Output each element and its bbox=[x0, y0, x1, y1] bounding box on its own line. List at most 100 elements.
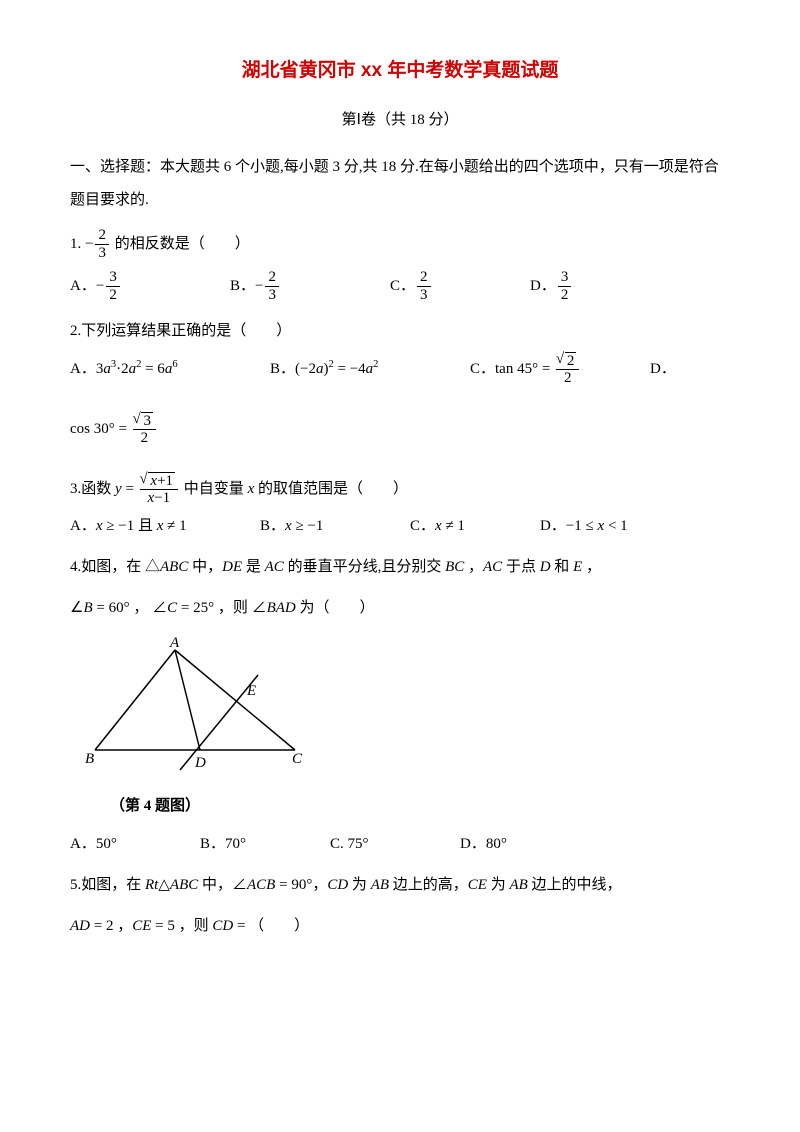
q2-c-lbl: C． bbox=[470, 361, 495, 377]
q3-den: x−1 bbox=[140, 490, 178, 507]
q3-eq: = bbox=[122, 481, 138, 497]
q4-l1-8: BC bbox=[445, 559, 464, 575]
q1-option-a: A．−32 bbox=[70, 265, 230, 307]
q2-option-a: A．3a3·2a2 = 6a6 bbox=[70, 348, 270, 390]
q4-l1-10: AC bbox=[483, 559, 502, 575]
q4-l1-13: 和 bbox=[551, 559, 574, 575]
q2-option-c: C．tan 45° = 22 bbox=[470, 348, 650, 390]
triangle-figure-svg: A B C D E bbox=[80, 635, 320, 775]
q1-option-c: C．23 bbox=[390, 265, 530, 307]
section-header: 一、选择题：本大题共 6 个小题,每小题 3 分,共 18 分.在每小题给出的四… bbox=[70, 151, 730, 217]
q2-a-2: a bbox=[103, 361, 111, 377]
q5-l2-4: = 5 ，则 bbox=[151, 918, 212, 934]
q2-b-5: = −4 bbox=[334, 361, 366, 377]
q2-a-4: ·2 bbox=[116, 361, 129, 377]
q4-option-a: A．50° bbox=[70, 828, 200, 861]
q2-option-d-label: D． bbox=[650, 348, 676, 390]
q3-d-1: −1 ≤ bbox=[566, 518, 598, 534]
q2-option-b: B．(−2a)2 = −4a2 bbox=[270, 348, 470, 390]
q2-a-5: a bbox=[129, 361, 137, 377]
line-ac bbox=[175, 650, 295, 750]
q1-a-neg: − bbox=[96, 278, 104, 294]
q4-option-d: D．80° bbox=[460, 828, 590, 861]
q5-l2-1: AD bbox=[70, 918, 90, 934]
q4-l1-14: E bbox=[573, 559, 582, 575]
q4-l1-15: ， bbox=[582, 559, 601, 575]
q4-l1-3: 中， bbox=[188, 559, 222, 575]
q3-b-lbl: B． bbox=[260, 518, 285, 534]
label-e: E bbox=[246, 683, 256, 699]
q1-b-frac: 23 bbox=[265, 269, 279, 303]
q5-l1-13: 为 bbox=[487, 877, 510, 893]
q1-option-b: B．−23 bbox=[230, 265, 390, 307]
q1-a-lbl: A． bbox=[70, 278, 96, 294]
q3-option-c: C．x ≠ 1 bbox=[410, 510, 540, 543]
q5-l2-2: = 2 ， bbox=[90, 918, 132, 934]
q1-c-frac: 23 bbox=[417, 269, 431, 303]
q1-post: 的相反数是（ ） bbox=[111, 236, 250, 252]
question-3: 3.函数 y = x+1x−1 中自变量 x 的取值范围是（ ） A．x ≥ −… bbox=[70, 468, 730, 543]
q5-l1-11: 边上的高， bbox=[389, 877, 468, 893]
q3-a-lbl: A． bbox=[70, 518, 96, 534]
q3-num: x+1 bbox=[140, 472, 178, 491]
q3-post2: 的取值范围是（ ） bbox=[254, 481, 408, 497]
line-ba bbox=[95, 650, 175, 750]
q4-option-b: B．70° bbox=[200, 828, 330, 861]
q1-a-num: 3 bbox=[106, 269, 120, 287]
q3-c-1: x bbox=[435, 518, 442, 534]
line-ad bbox=[175, 650, 200, 750]
label-b: B bbox=[85, 751, 94, 767]
q2-stem: 2.下列运算结果正确的是（ ） bbox=[70, 315, 730, 348]
q4-figure: A B C D E （第 4 题图） bbox=[80, 635, 730, 823]
q5-l1-8: CD bbox=[327, 877, 348, 893]
q2-b-1: (−2 bbox=[295, 361, 316, 377]
q1-pre: 1. bbox=[70, 236, 85, 252]
q4-l1-4: DE bbox=[222, 559, 242, 575]
q3-d-lbl: D． bbox=[540, 518, 566, 534]
q5-l1-1: 5.如图，在 bbox=[70, 877, 145, 893]
q4-l2-1: ∠ bbox=[70, 600, 83, 616]
q1-stem: 1. −23 的相反数是（ ） bbox=[70, 223, 730, 265]
q4-l2-3: = 60° ， ∠ bbox=[93, 600, 167, 616]
question-4: 4.如图，在 △ABC 中，DE 是 AC 的垂直平分线,且分别交 BC ，AC… bbox=[70, 551, 730, 861]
q5-l1-2: Rt bbox=[145, 877, 158, 893]
q3-a-4: ≠ 1 bbox=[163, 518, 186, 534]
q5-l1-12: CE bbox=[468, 877, 487, 893]
q1-options: A．−32 B．−23 C．23 D．32 bbox=[70, 265, 730, 307]
q4-l1-11: 于点 bbox=[502, 559, 540, 575]
q1-b-lbl: B． bbox=[230, 278, 255, 294]
q3-post1: 中自变量 bbox=[180, 481, 248, 497]
q3-d-3: < 1 bbox=[604, 518, 627, 534]
q1-c-num: 2 bbox=[417, 269, 431, 287]
q3-num-post: +1 bbox=[157, 473, 173, 489]
q2-c-frac: 22 bbox=[556, 352, 579, 387]
q2-c-num: 2 bbox=[556, 352, 579, 371]
q4-l1-6: AC bbox=[265, 559, 284, 575]
label-a: A bbox=[169, 635, 180, 651]
q3-a-2: ≥ −1 且 bbox=[103, 518, 157, 534]
q5-l1-10: AB bbox=[371, 877, 389, 893]
question-1: 1. −23 的相反数是（ ） A．−32 B．−23 C．23 D．32 bbox=[70, 223, 730, 307]
q5-l1-4: ABC bbox=[170, 877, 198, 893]
q2-a-7: = 6 bbox=[141, 361, 164, 377]
q3-c-2: ≠ 1 bbox=[442, 518, 465, 534]
q5-l1-15: 边上的中线， bbox=[528, 877, 622, 893]
q3-y: y bbox=[115, 481, 122, 497]
q1-option-d: D．32 bbox=[530, 265, 670, 307]
q1-b-den: 3 bbox=[265, 287, 279, 304]
q3-option-d: D．−1 ≤ x < 1 bbox=[540, 510, 628, 543]
q2-a-9: 6 bbox=[172, 359, 177, 370]
q5-l1-5: 中，∠ bbox=[198, 877, 247, 893]
q3-a-1: x bbox=[96, 518, 103, 534]
q3-den-post: −1 bbox=[154, 490, 170, 506]
q3-b-2: ≥ −1 bbox=[292, 518, 324, 534]
q2-b-lbl: B． bbox=[270, 361, 295, 377]
q4-line2: ∠B = 60° ， ∠C = 25° ，则 ∠BAD 为（ ） bbox=[70, 592, 730, 625]
q2-c-sqrt: 2 bbox=[565, 352, 577, 370]
q1-a-frac: 32 bbox=[106, 269, 120, 303]
q4-l1-5: 是 bbox=[242, 559, 265, 575]
q3-c-lbl: C． bbox=[410, 518, 435, 534]
q1-num: 2 bbox=[95, 227, 109, 245]
q4-l2-6: BAD bbox=[267, 600, 296, 616]
q5-line1: 5.如图，在 Rt△ABC 中，∠ACB = 90°，CD 为 AB 边上的高，… bbox=[70, 869, 730, 902]
